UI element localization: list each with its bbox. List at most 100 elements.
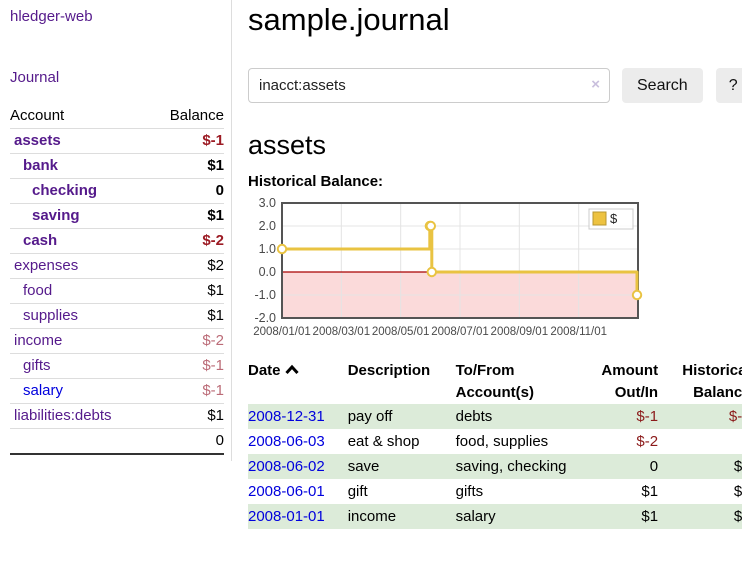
transaction-description: gift: [347, 483, 368, 500]
account-row-salary: salary $-1: [10, 378, 224, 404]
transaction-description: income: [347, 508, 397, 525]
main-content: sample.journal × Search ? assets Histori…: [232, 0, 742, 529]
account-row-liabilities-debts: liabilities:debts $1: [10, 403, 224, 429]
transaction-accounts: food, supplies: [455, 433, 549, 450]
register-header-date[interactable]: Date: [248, 360, 348, 404]
svg-text:2.0: 2.0: [259, 219, 276, 233]
transaction-accounts: gifts: [455, 483, 484, 500]
accounts-header-account: Account: [10, 107, 65, 124]
transaction-balance: $2: [733, 483, 742, 500]
sidebar: hledger-web Journal Account Balance asse…: [0, 0, 232, 461]
account-link-assets[interactable]: assets: [14, 132, 61, 149]
transaction-date-link[interactable]: 2008-06-02: [248, 458, 325, 475]
account-balance: $-2: [202, 232, 224, 249]
account-balance: $1: [207, 157, 224, 174]
journal-title: sample.journal: [248, 2, 450, 37]
account-row-cash: cash $-2: [10, 228, 224, 254]
svg-text:2008/03/01: 2008/03/01: [313, 326, 371, 338]
sort-ascending-icon: [284, 364, 299, 375]
account-balance: $1: [207, 207, 224, 224]
account-link-expenses[interactable]: expenses: [14, 257, 79, 274]
transaction-balance: $2: [733, 458, 742, 475]
account-row-checking: checking 0: [10, 178, 224, 204]
transaction-row: 2008-01-01 income salary $1 $1: [248, 504, 742, 529]
account-balance: $2: [207, 257, 224, 274]
clear-search-icon[interactable]: ×: [591, 76, 600, 93]
help-button[interactable]: ?: [715, 68, 742, 103]
transaction-balance: 0: [658, 429, 742, 454]
transaction-amount: $-1: [636, 408, 659, 425]
svg-text:1.0: 1.0: [259, 242, 276, 256]
transaction-amount: $1: [641, 508, 659, 525]
account-balance: $-1: [202, 132, 224, 149]
account-row-assets: assets $-1: [10, 128, 224, 154]
svg-text:0.0: 0.0: [259, 265, 276, 279]
account-row-bank: bank $1: [10, 153, 224, 179]
register-header-date-label: Date: [248, 362, 281, 379]
account-link-bank[interactable]: bank: [23, 157, 59, 174]
sidebar-item-journal[interactable]: Journal: [10, 69, 60, 86]
svg-text:-1.0: -1.0: [254, 288, 276, 302]
svg-text:2008/01/01: 2008/01/01: [253, 326, 311, 338]
account-row-supplies: supplies $1: [10, 303, 224, 329]
account-balance: 0: [215, 182, 224, 199]
accounts-balance-table: Account Balance assets $-1 bank $1 check…: [10, 104, 224, 455]
accounts-header-balance: Balance: [169, 107, 224, 124]
transaction-description: eat & shop: [347, 433, 420, 450]
svg-text:$: $: [610, 211, 618, 226]
account-link-liabilities-debts[interactable]: liabilities:debts: [14, 407, 112, 424]
transaction-description: pay off: [347, 408, 393, 425]
account-link-supplies[interactable]: supplies: [23, 307, 79, 324]
account-row-income: income $-2: [10, 328, 224, 354]
transaction-accounts: salary: [455, 508, 496, 525]
search-input[interactable]: [248, 68, 610, 103]
account-balance: $1: [207, 407, 224, 424]
svg-text:2008/11/01: 2008/11/01: [550, 326, 607, 338]
account-link-income[interactable]: income: [14, 332, 63, 349]
transaction-date-link[interactable]: 2008-06-01: [248, 483, 325, 500]
register-header-accounts: To/From Account(s): [455, 362, 534, 401]
account-balance: $-1: [202, 382, 224, 399]
register-header-balance: Historical Balance: [682, 362, 742, 401]
accounts-header-row: Account Balance: [10, 104, 224, 129]
svg-text:3.0: 3.0: [259, 196, 276, 210]
account-row-food: food $1: [10, 278, 224, 304]
account-row-saving: saving $1: [10, 203, 224, 229]
svg-text:-2.0: -2.0: [254, 311, 276, 325]
account-row-gifts: gifts $-1: [10, 353, 224, 379]
account-link-food[interactable]: food: [23, 282, 53, 299]
account-page-heading: assets: [248, 130, 327, 160]
search-button[interactable]: Search: [622, 68, 703, 103]
accounts-total-value: 0: [215, 432, 224, 449]
transaction-amount: $1: [641, 483, 659, 500]
account-link-salary[interactable]: salary: [23, 382, 64, 399]
accounts-total-row: 0: [10, 428, 224, 454]
account-balance: $-1: [202, 357, 224, 374]
account-link-saving[interactable]: saving: [32, 207, 80, 224]
register-header-description: Description: [347, 362, 431, 379]
transaction-date-link[interactable]: 2008-01-01: [248, 508, 325, 525]
transaction-amount: 0: [649, 458, 659, 475]
transaction-row: 2008-06-03 eat & shop food, supplies $-2…: [248, 429, 742, 454]
account-link-gifts[interactable]: gifts: [23, 357, 51, 374]
transaction-row: 2008-12-31 pay off debts $-1 $-1: [248, 404, 742, 429]
transaction-description: save: [347, 458, 380, 475]
account-link-checking[interactable]: checking: [32, 182, 98, 199]
account-balance: $-2: [202, 332, 224, 349]
register-header-amount: Amount Out/In: [601, 362, 659, 401]
transaction-date-link[interactable]: 2008-12-31: [248, 408, 325, 425]
account-balance: $1: [207, 307, 224, 324]
transaction-date-link[interactable]: 2008-06-03: [248, 433, 325, 450]
chart-title-label: Historical Balance:: [248, 173, 384, 190]
transaction-balance: $1: [733, 508, 742, 525]
svg-text:2008/09/01: 2008/09/01: [491, 326, 549, 338]
account-link-cash[interactable]: cash: [23, 232, 58, 249]
svg-text:2008/05/01: 2008/05/01: [372, 326, 430, 338]
historical-balance-chart: $3.0 2.0 1.0 0.0 -1.0 -2.0 2008/01/01 2008/03/0…: [248, 196, 648, 348]
transaction-balance: $-1: [728, 408, 742, 425]
search-form: × Search ?: [248, 68, 742, 103]
register-table: Date Description To/From Account(s) Amou…: [248, 360, 742, 529]
app-brand-link[interactable]: hledger-web: [10, 8, 93, 25]
transaction-amount: $-2: [636, 433, 659, 450]
